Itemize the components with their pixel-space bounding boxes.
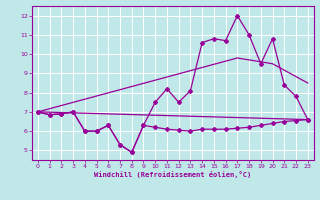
- X-axis label: Windchill (Refroidissement éolien,°C): Windchill (Refroidissement éolien,°C): [94, 171, 252, 178]
